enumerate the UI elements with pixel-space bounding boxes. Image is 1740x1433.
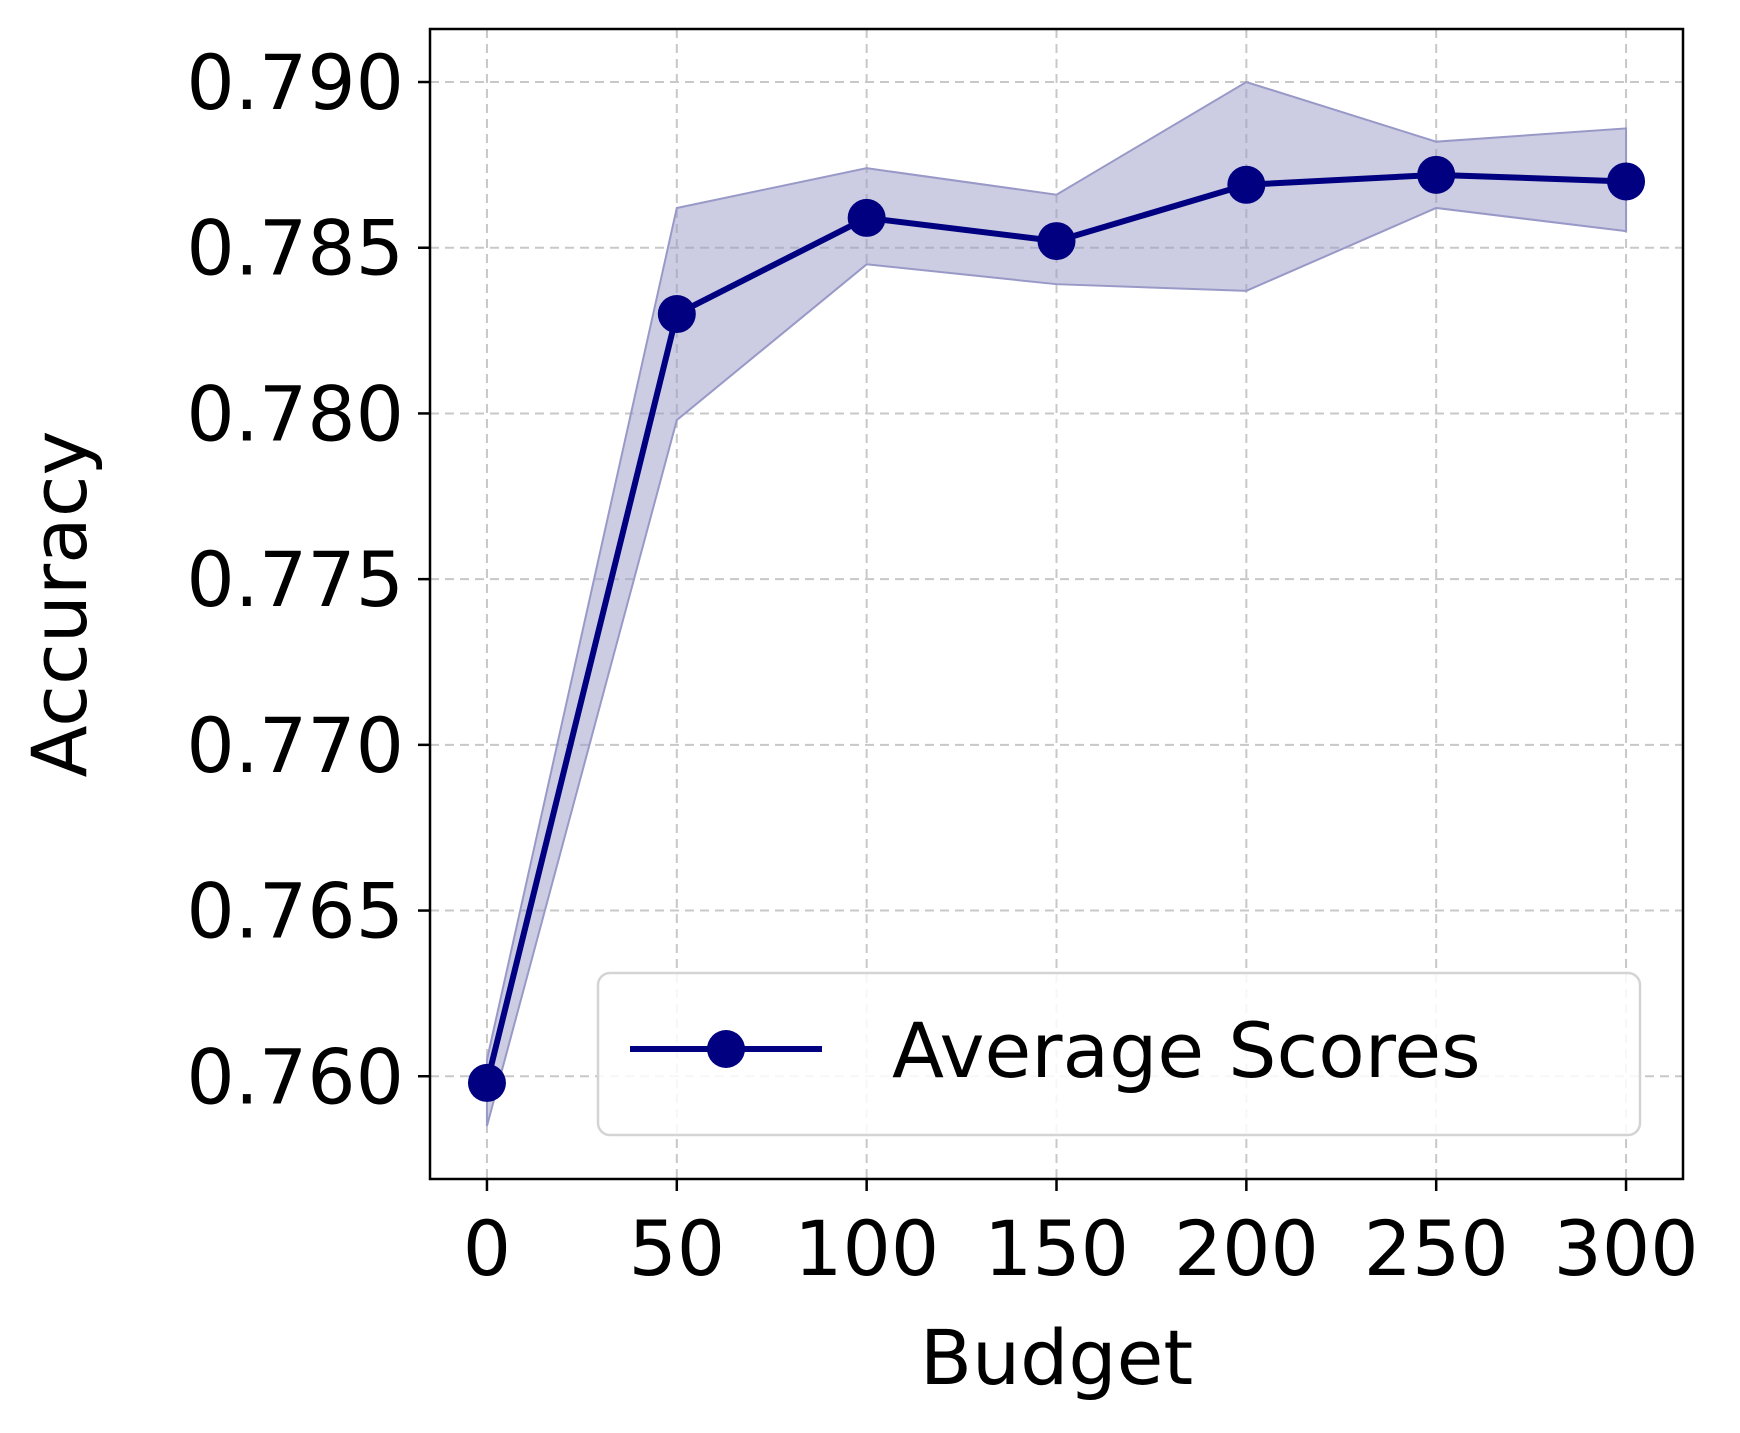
legend-label: Average Scores (892, 1006, 1481, 1095)
y-tick-label: 0.765 (186, 867, 404, 956)
y-tick-label: 0.785 (186, 204, 404, 293)
x-tick-label: 300 (1554, 1204, 1699, 1293)
data-point (1417, 155, 1456, 194)
data-point (847, 198, 886, 237)
y-tick-label: 0.770 (186, 701, 404, 790)
data-point (1037, 222, 1076, 261)
legend-box (596, 971, 1642, 1137)
x-tick-label: 250 (1364, 1204, 1509, 1293)
y-tick-label: 0.760 (186, 1032, 404, 1121)
x-tick-label: 100 (794, 1204, 939, 1293)
y-tick-label: 0.780 (186, 369, 404, 458)
confidence-band (485, 80, 1628, 1127)
x-tick-label: 200 (1174, 1204, 1319, 1293)
y-tick-label: 0.775 (186, 535, 404, 624)
data-point (657, 295, 696, 334)
x-tick-label: 150 (984, 1204, 1129, 1293)
grid (430, 29, 1683, 1179)
data-point (467, 1063, 506, 1102)
x-tick-label: 0 (463, 1204, 511, 1293)
legend: Average Scores (596, 971, 1642, 1137)
data-point (1227, 165, 1266, 204)
x-axis-label: Budget (920, 1313, 1193, 1402)
y-axis-label: Accuracy (15, 431, 104, 778)
x-tick-label: 50 (628, 1204, 725, 1293)
axis-ticks: 0 50 100 150 200 250 300 0.760 0.765 0.770 0.775 0.… (186, 38, 1698, 1293)
series-marker-group (467, 155, 1646, 1102)
data-point (1607, 162, 1646, 201)
confidence-band-group (485, 80, 1628, 1127)
y-tick-label: 0.790 (186, 38, 404, 127)
legend-marker-swatch (707, 1030, 745, 1068)
